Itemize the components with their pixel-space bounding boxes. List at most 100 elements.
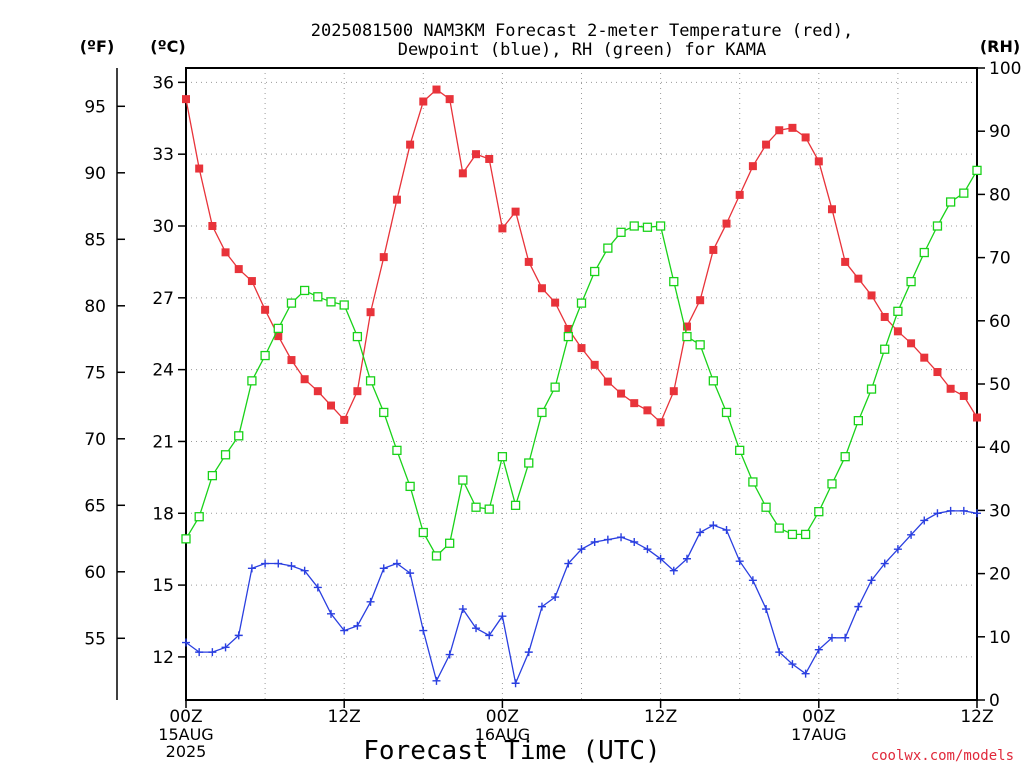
rh-tick-label: 70 <box>989 249 1011 269</box>
axes: 12 15 18 21 24 27 30 33 36 55 60 65 70 75 80 85 90 95 0 10 2… <box>84 59 1021 761</box>
temperature-point <box>709 245 718 254</box>
rh-point <box>840 452 850 462</box>
dewpoint-point <box>313 583 322 592</box>
rh-point <box>339 300 349 310</box>
temperature-point <box>195 164 204 173</box>
dewpoint-point <box>643 545 652 554</box>
dewpoint-point <box>274 559 283 568</box>
temperature-point <box>643 406 652 415</box>
temperature-point <box>432 85 441 94</box>
dewpoint-point <box>617 533 626 542</box>
rh-point <box>418 527 428 538</box>
rh-point <box>880 344 890 354</box>
temperature-point <box>498 224 507 233</box>
rh-point <box>379 407 389 418</box>
temperature-point <box>327 401 336 410</box>
fahrenheit-tick-label: 55 <box>84 629 106 649</box>
temperature-point <box>485 154 494 163</box>
rh-point <box>735 445 745 456</box>
dewpoint-point <box>524 648 533 657</box>
temperature-point <box>735 190 744 199</box>
temperature-point <box>748 162 757 171</box>
dewpoint-point <box>669 566 678 575</box>
temperature-point <box>300 375 309 384</box>
dewpoint-point <box>537 602 546 611</box>
dewpoint-point <box>366 597 375 606</box>
temperature-line <box>185 88 978 424</box>
dewpoint-point <box>419 626 428 635</box>
celsius-tick-label: 18 <box>152 504 174 524</box>
rh-point <box>629 221 639 231</box>
rh-point <box>524 458 534 468</box>
celsius-tick-label: 24 <box>152 361 174 381</box>
rh-tick-label: 50 <box>989 375 1011 395</box>
temperature-point <box>419 97 428 106</box>
temperature-point <box>340 415 349 424</box>
dewpoint-point <box>340 626 349 635</box>
temperature-point <box>247 277 256 286</box>
temperature-point <box>577 344 586 353</box>
rh-point <box>721 407 732 418</box>
rh-point <box>273 323 283 334</box>
rh-point <box>313 292 323 302</box>
dewpoint-point <box>907 530 916 539</box>
unit-label-rh: (RH) <box>980 37 1020 56</box>
dewpoint-point <box>735 557 744 566</box>
celsius-tick-label: 12 <box>152 648 174 668</box>
dewpoint-point <box>603 535 612 544</box>
temperature-point <box>682 322 691 331</box>
temperature-point <box>182 95 190 104</box>
temperature-point <box>696 296 705 305</box>
dewpoint-point <box>353 621 362 630</box>
x-date-label: 15AUG <box>158 725 213 744</box>
dewpoint-point <box>300 566 309 575</box>
dewpoint-point <box>406 569 415 578</box>
celsius-tick-label: 33 <box>152 145 174 165</box>
rh-tick-label: 90 <box>989 122 1011 142</box>
x-date-label: 16AUG <box>475 725 530 744</box>
rh-point <box>774 523 784 533</box>
rh-point <box>919 247 929 258</box>
rh-point <box>827 479 837 489</box>
rh-point <box>537 407 547 418</box>
rh-point <box>616 227 626 237</box>
temperature-point <box>537 284 546 293</box>
rh-point <box>352 331 363 342</box>
rh-tick-label: 30 <box>989 501 1011 521</box>
temperature-point <box>801 133 810 142</box>
temperature-point <box>392 195 401 204</box>
rh-point <box>669 276 679 287</box>
rh-point <box>220 450 231 460</box>
credit-text[interactable]: coolwx.com/models <box>871 748 1014 764</box>
temperature-point <box>353 387 362 396</box>
rh-point <box>510 500 521 510</box>
chart-title-line-1: 2025081500 NAM3KM Forecast 2-meter Tempe… <box>311 21 853 41</box>
dewpoint-point <box>841 633 850 642</box>
rh-point <box>893 306 903 316</box>
unit-label-fahrenheit: (ºF) <box>80 37 115 56</box>
rh-point <box>800 529 811 540</box>
temperature-point <box>722 219 731 228</box>
fahrenheit-tick-label: 65 <box>84 496 106 516</box>
rh-point <box>260 350 270 361</box>
dewpoint-point <box>472 624 481 633</box>
temperature-point <box>511 207 520 216</box>
temperature-point <box>880 312 889 321</box>
temperature-point <box>406 140 415 149</box>
rh-tick-label: 20 <box>989 565 1011 585</box>
rh-point <box>458 475 468 485</box>
rh-tick-label: 80 <box>989 185 1011 205</box>
fahrenheit-tick-label: 95 <box>84 97 106 117</box>
rh-point <box>655 221 666 231</box>
rh-point <box>484 504 494 514</box>
temperature-point <box>669 387 678 396</box>
temperature-point <box>959 391 968 400</box>
dewpoint-point <box>498 612 507 621</box>
rh-point <box>299 285 310 296</box>
dewpoint-point <box>827 633 836 642</box>
rh-point <box>445 538 455 548</box>
rh-point <box>326 297 336 307</box>
dewpoint-point <box>854 602 863 611</box>
dewpoint-point <box>973 509 981 518</box>
temperature-point <box>973 413 981 422</box>
